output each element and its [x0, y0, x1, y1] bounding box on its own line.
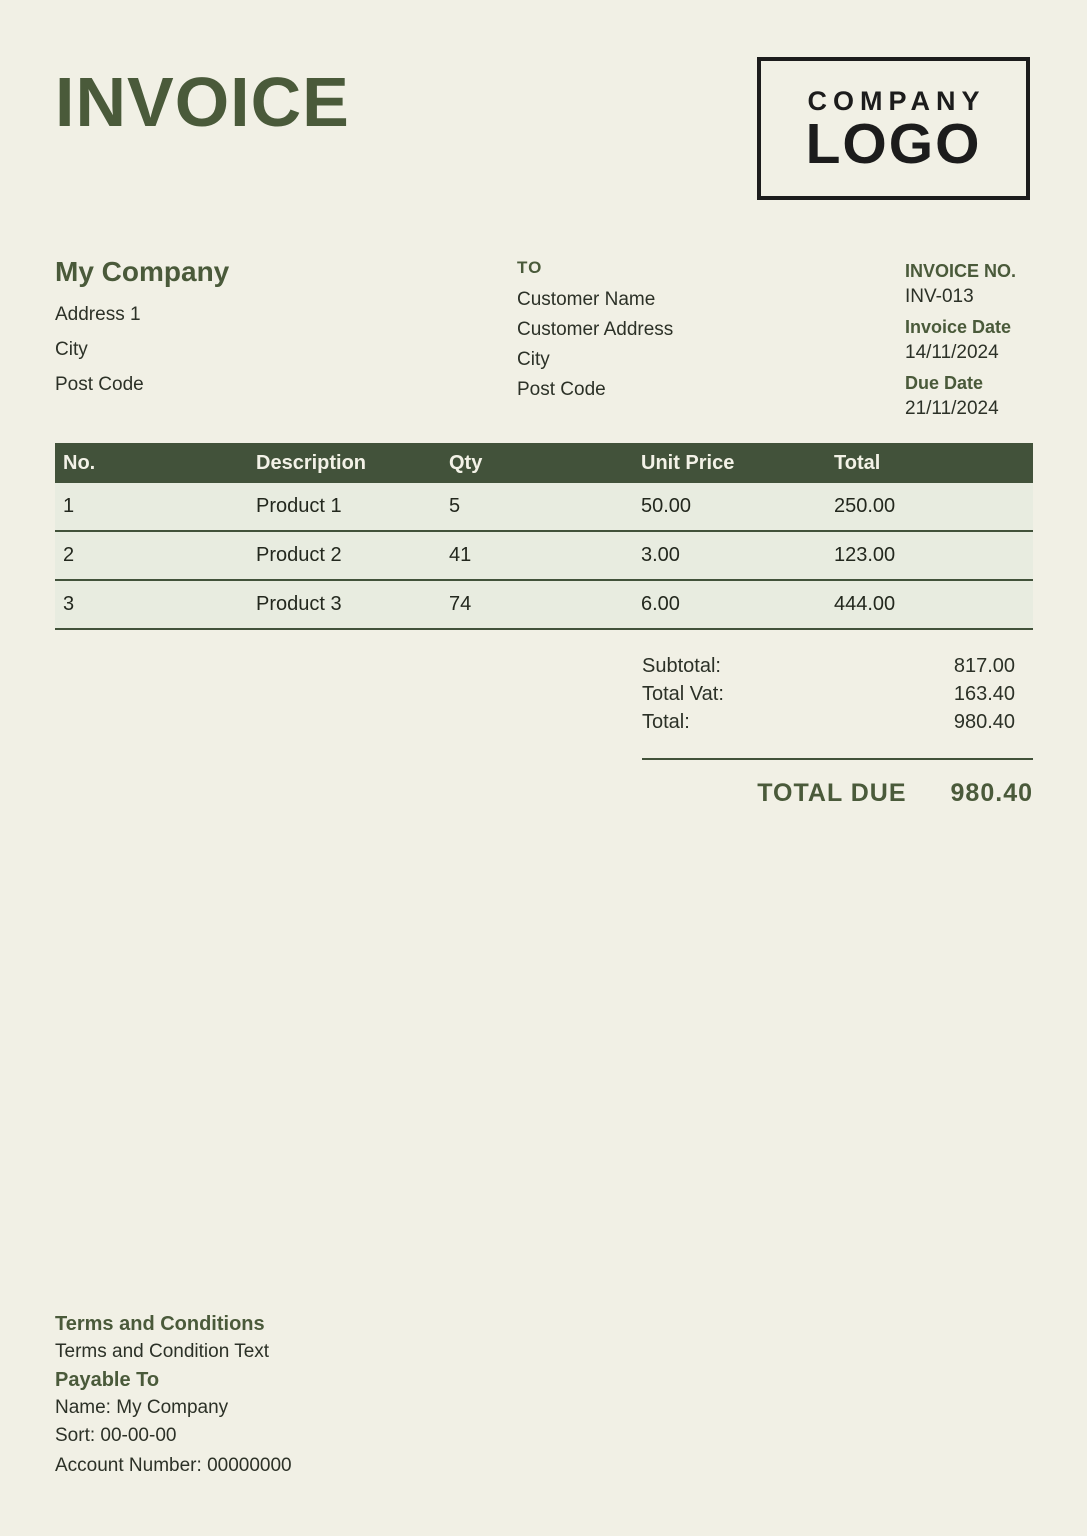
- payable-account-line: Account Number: 00000000: [55, 1455, 292, 1476]
- cell-no: 3: [55, 580, 248, 630]
- cell-description: Product 3: [248, 580, 441, 630]
- summary-subtotal-row: Subtotal: 817.00: [642, 652, 1015, 680]
- subtotal-label: Subtotal:: [642, 655, 721, 677]
- cell-unit-price: 3.00: [633, 531, 826, 581]
- invoice-number-label: INVOICE NO.: [905, 261, 1017, 281]
- footer-block: Terms and Conditions Terms and Condition…: [55, 1310, 292, 1482]
- cell-no: 2: [55, 531, 248, 581]
- sender-postcode-line: Post Code: [55, 374, 144, 395]
- column-header-unit-price: Unit Price: [633, 443, 826, 483]
- invoice-meta-block: INVOICE NO. INV-013 Invoice Date 14/11/2…: [905, 258, 1065, 426]
- column-header-total: Total: [826, 443, 1033, 483]
- table-header-row: No. Description Qty Unit Price Total: [55, 443, 1033, 483]
- cell-description: Product 1: [248, 483, 441, 532]
- payable-sort-line: Sort: 00-00-00: [55, 1425, 177, 1446]
- table-row: 1 Product 1 5 50.00 250.00: [55, 483, 1033, 532]
- cell-total: 123.00: [826, 531, 1033, 581]
- sender-address-line: Address 1: [55, 304, 141, 325]
- total-label: Total:: [642, 711, 690, 733]
- total-due-value: 980.40: [950, 779, 1033, 807]
- summary-vat-row: Total Vat: 163.40: [642, 680, 1015, 708]
- due-date-label: Due Date: [905, 373, 984, 393]
- invoice-number-value: INV-013: [905, 286, 974, 307]
- terms-text: Terms and Condition Text: [55, 1341, 270, 1362]
- invoice-date-value: 14/11/2024: [905, 342, 999, 363]
- invoice-date-label: Invoice Date: [905, 317, 1012, 337]
- bill-to-label: TO: [517, 258, 543, 277]
- total-due-divider: [642, 758, 1033, 760]
- cell-no: 1: [55, 483, 248, 532]
- subtotal-value: 817.00: [953, 655, 1015, 677]
- total-value: 980.40: [953, 711, 1015, 733]
- total-vat-label: Total Vat:: [642, 683, 724, 705]
- summary-block: Subtotal: 817.00 Total Vat: 163.40 Total…: [642, 652, 1015, 736]
- total-due-label: TOTAL DUE: [757, 779, 907, 807]
- customer-city-line: City: [517, 349, 550, 370]
- summary-total-row: Total: 980.40: [642, 708, 1015, 736]
- table-row: 3 Product 3 74 6.00 444.00: [55, 580, 1033, 630]
- cell-unit-price: 6.00: [633, 580, 826, 630]
- column-header-description: Description: [248, 443, 441, 483]
- due-date-value: 21/11/2024: [905, 398, 999, 419]
- column-header-no: No.: [55, 443, 248, 483]
- cell-total: 444.00: [826, 580, 1033, 630]
- cell-description: Product 2: [248, 531, 441, 581]
- cell-unit-price: 50.00: [633, 483, 826, 532]
- sender-block: My Company Address 1 City Post Code: [55, 256, 229, 402]
- payable-to-heading: Payable To: [55, 1369, 160, 1391]
- sender-company-name: My Company: [55, 256, 230, 287]
- cell-qty: 41: [441, 531, 633, 581]
- terms-heading: Terms and Conditions: [55, 1313, 265, 1335]
- total-due-row: TOTAL DUE 980.40: [642, 779, 1033, 808]
- cell-total: 250.00: [826, 483, 1033, 532]
- line-items-table: No. Description Qty Unit Price Total 1 P…: [55, 443, 1033, 630]
- column-header-qty: Qty: [441, 443, 633, 483]
- logo-text-company: COMPANY: [807, 85, 986, 116]
- customer-postcode-line: Post Code: [517, 379, 606, 400]
- payable-name-line: Name: My Company: [55, 1397, 229, 1418]
- total-vat-value: 163.40: [953, 683, 1015, 705]
- logo-text-logo: LOGO: [805, 111, 982, 176]
- customer-name-line: Customer Name: [517, 289, 656, 310]
- customer-address-line: Customer Address: [517, 319, 674, 340]
- table-row: 2 Product 2 41 3.00 123.00: [55, 531, 1033, 581]
- cell-qty: 5: [441, 483, 633, 532]
- company-logo: COMPANY LOGO: [757, 57, 1030, 200]
- page-title: INVOICE: [55, 63, 350, 141]
- cell-qty: 74: [441, 580, 633, 630]
- sender-city-line: City: [55, 339, 88, 360]
- bill-to-block: TO Customer Name Customer Address City P…: [517, 258, 673, 405]
